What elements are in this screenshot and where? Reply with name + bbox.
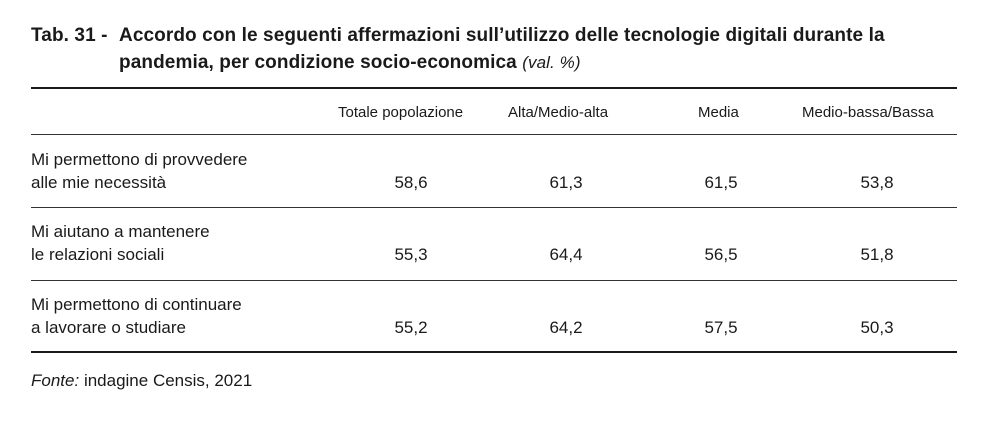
table-title-text: Accordo con le seguenti affermazioni sul… (119, 22, 961, 76)
row-label: Mi permettono di continuare a lavorare o… (31, 293, 331, 339)
table-title: Tab. 31 - Accordo con le seguenti afferm… (31, 22, 961, 76)
row-label: Mi permettono di provvedere alle mie nec… (31, 148, 331, 194)
row-rule (31, 280, 957, 281)
row-rule (31, 207, 957, 208)
table-cell: 51,8 (860, 245, 894, 264)
row-label-line: Mi permettono di continuare (31, 295, 242, 314)
source-note: Fonte: indagine Censis, 2021 (31, 371, 252, 391)
table-cell: 55,3 (394, 245, 428, 264)
table-cell: 58,6 (394, 173, 428, 192)
row-label-line: Mi permettono di provvedere (31, 150, 248, 169)
table-number: Tab. 31 - (31, 25, 108, 46)
bottom-rule (31, 351, 957, 353)
table-cell: 64,2 (549, 318, 583, 337)
table-cell: 56,5 (704, 245, 738, 264)
table-cell: 61,5 (704, 173, 738, 192)
table-cell: 55,2 (394, 318, 428, 337)
table-cell: 53,8 (860, 173, 894, 192)
source-label: Fonte: (31, 371, 80, 390)
table-cell: 61,3 (549, 173, 583, 192)
row-label-line: le relazioni sociali (31, 245, 165, 264)
row-label-line: Mi aiutano a mantenere (31, 222, 210, 241)
row-label-line: alle mie necessità (31, 173, 167, 192)
header-rule (31, 134, 957, 135)
top-rule (31, 87, 957, 89)
row-label: Mi aiutano a mantenere le relazioni soci… (31, 220, 331, 266)
column-header-media: Media (698, 104, 739, 121)
source-text: indagine Censis, 2021 (83, 371, 253, 390)
title-unit: (val. %) (522, 53, 581, 72)
column-header-bassa: Medio-bassa/Bassa (802, 104, 934, 121)
table-cell: 50,3 (860, 318, 894, 337)
title-main: Accordo con le seguenti affermazioni sul… (119, 25, 885, 73)
table-cell: 64,4 (549, 245, 583, 264)
column-header-totale: Totale popolazione (338, 104, 464, 121)
row-label-line: a lavorare o studiare (31, 318, 186, 337)
column-header-alta: Alta/Medio-alta (508, 104, 609, 121)
table-cell: 57,5 (704, 318, 738, 337)
